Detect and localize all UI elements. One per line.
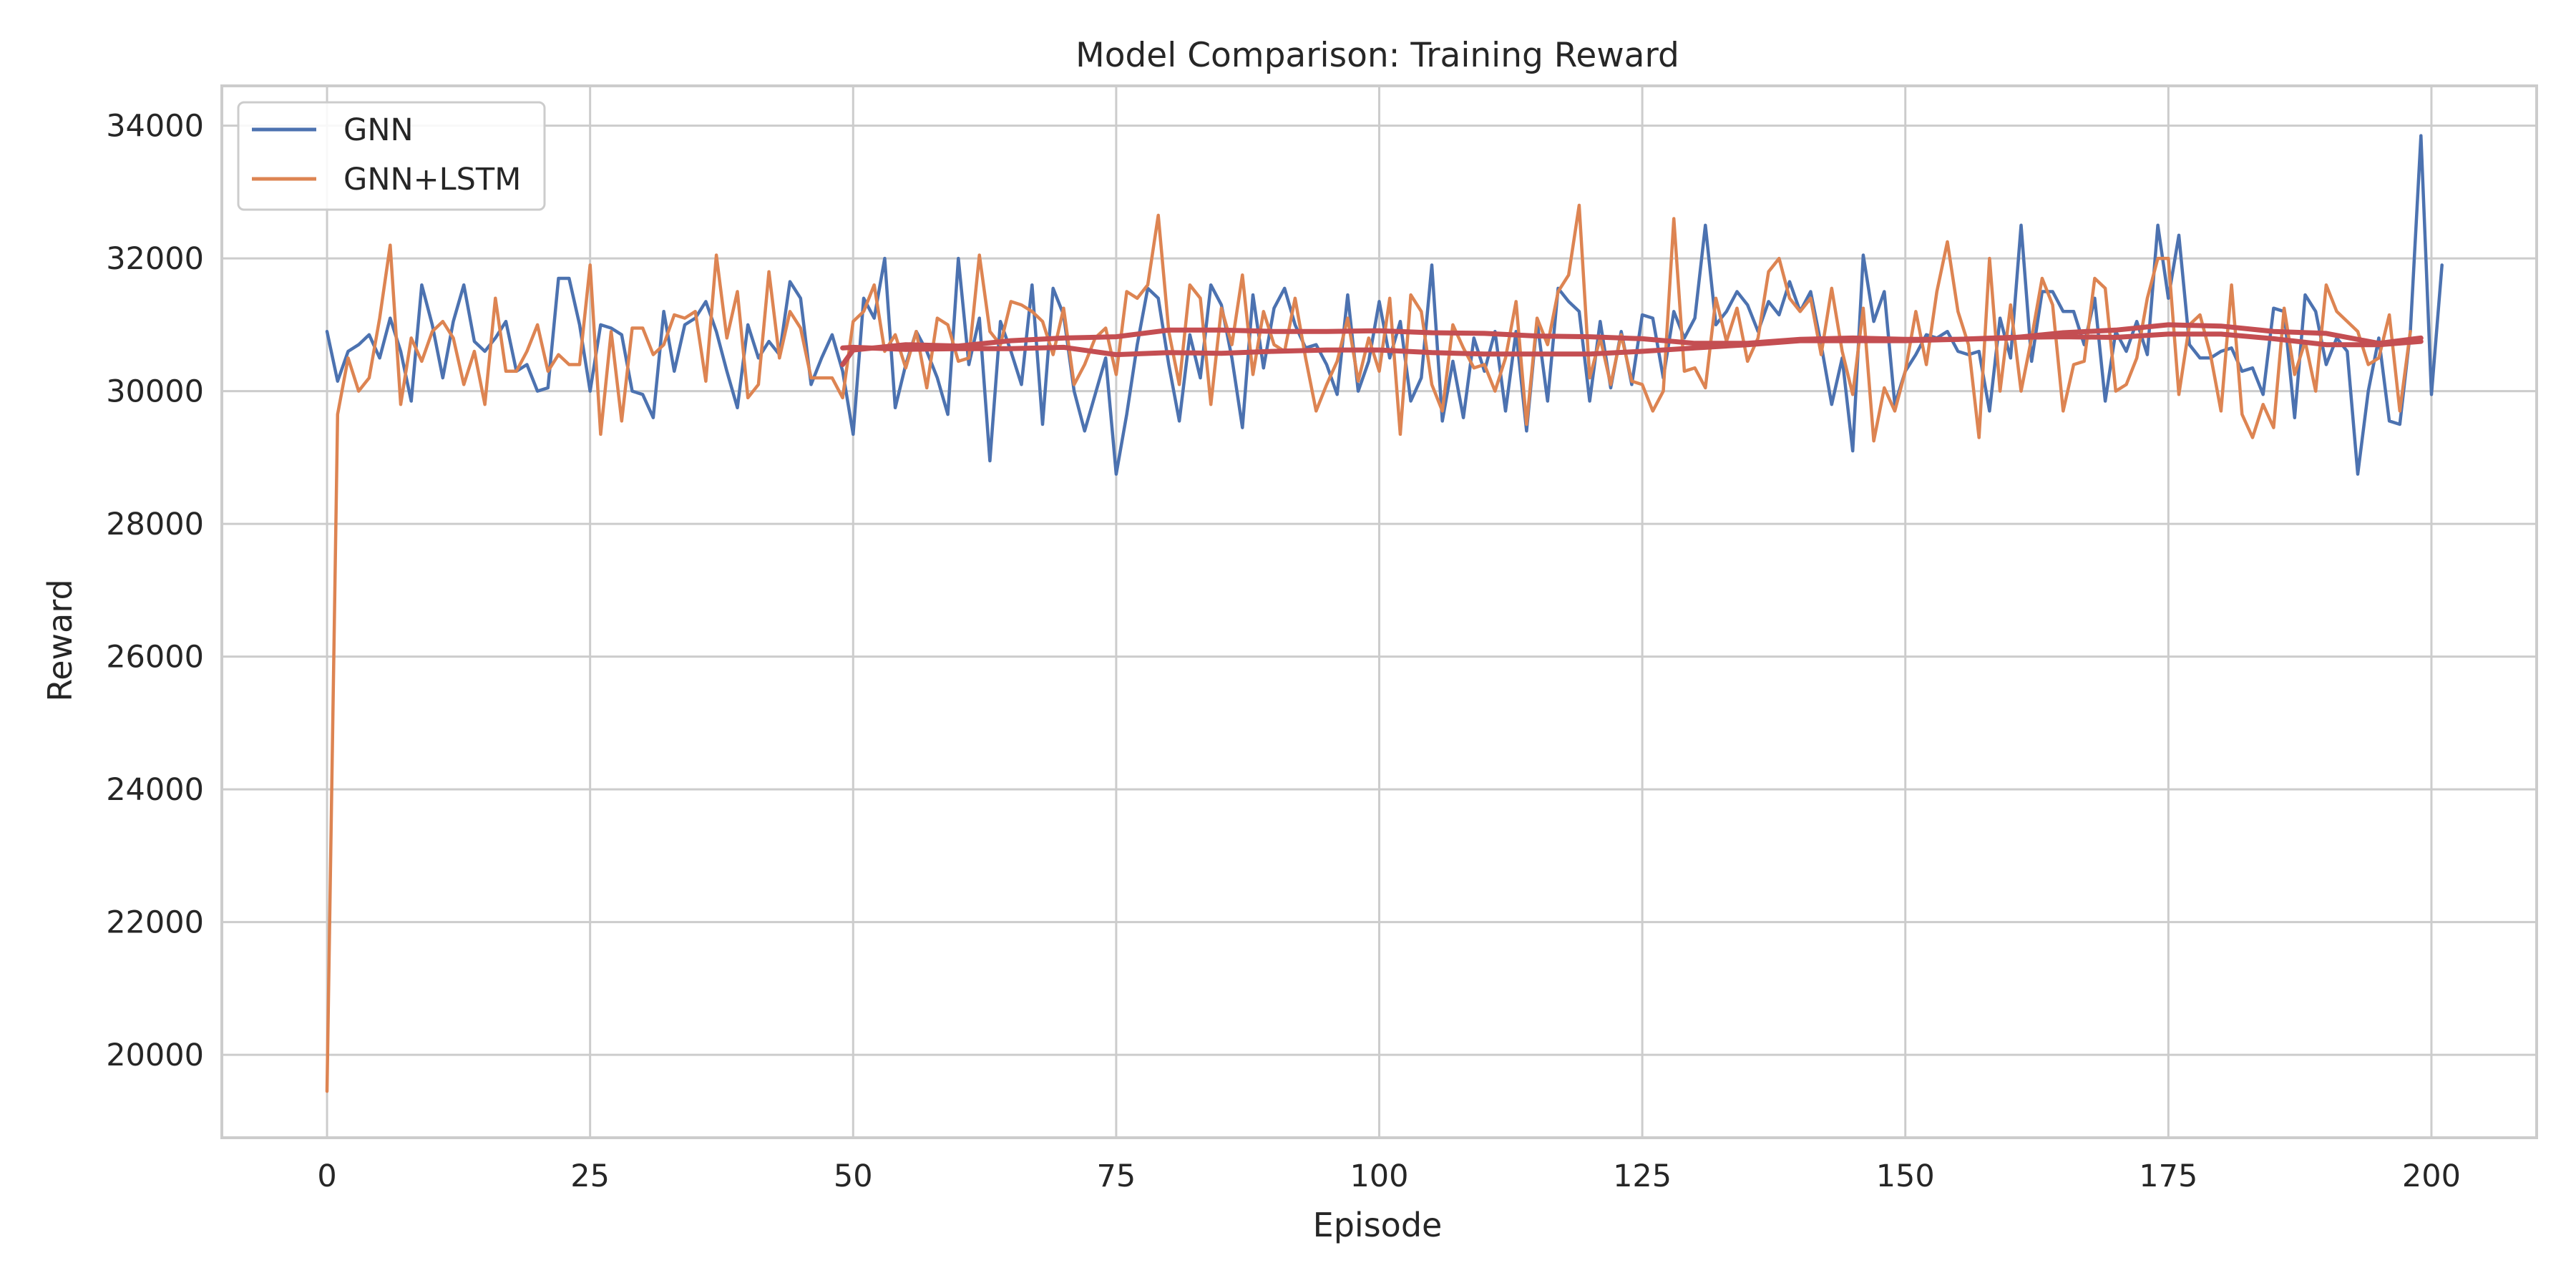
chart-title: Model Comparison: Training Reward bbox=[1075, 36, 1679, 75]
series-lines bbox=[325, 134, 2444, 1093]
moving-average-line-a bbox=[840, 327, 2424, 367]
x-tick-label: 25 bbox=[570, 1158, 610, 1194]
y-tick-label: 24000 bbox=[106, 772, 204, 808]
y-tick-label: 20000 bbox=[106, 1038, 204, 1073]
y-tick-label: 22000 bbox=[106, 905, 204, 941]
grid-lines bbox=[222, 86, 2537, 1138]
y-tick-label: 32000 bbox=[106, 241, 204, 277]
x-tick-label: 75 bbox=[1097, 1158, 1136, 1194]
x-tick-label: 150 bbox=[1876, 1158, 1935, 1194]
legend-label-gnn-lstm: GNN+LSTM bbox=[343, 162, 521, 197]
y-tick-label: 30000 bbox=[106, 374, 204, 410]
x-axis-title: Episode bbox=[1313, 1206, 1443, 1244]
x-tick-label: 50 bbox=[834, 1158, 873, 1194]
gnn-reward-line bbox=[325, 134, 2444, 476]
x-tick-label: 175 bbox=[2139, 1158, 2197, 1194]
x-tick-label: 0 bbox=[317, 1158, 336, 1194]
y-tick-label: 26000 bbox=[106, 640, 204, 675]
gnn-lstm-reward-line bbox=[325, 203, 2412, 1093]
x-tick-label: 100 bbox=[1350, 1158, 1408, 1194]
y-tick-label: 34000 bbox=[106, 109, 204, 145]
legend: GNN GNN+LSTM bbox=[237, 101, 546, 211]
x-tick-label: 125 bbox=[1613, 1158, 1672, 1194]
moving-average-line-b bbox=[840, 322, 2424, 358]
y-axis-title: Reward bbox=[41, 579, 79, 701]
y-tick-label: 28000 bbox=[106, 507, 204, 542]
y-axis-ticks: 20000 22000 24000 26000 28000 30000 32000 34000 bbox=[106, 109, 204, 1073]
legend-label-gnn: GNN bbox=[343, 112, 414, 148]
plot-frame bbox=[220, 84, 2538, 1139]
x-axis-ticks: 0 25 50 75 100 125 150 175 200 bbox=[317, 1158, 2461, 1194]
x-tick-label: 200 bbox=[2402, 1158, 2461, 1194]
